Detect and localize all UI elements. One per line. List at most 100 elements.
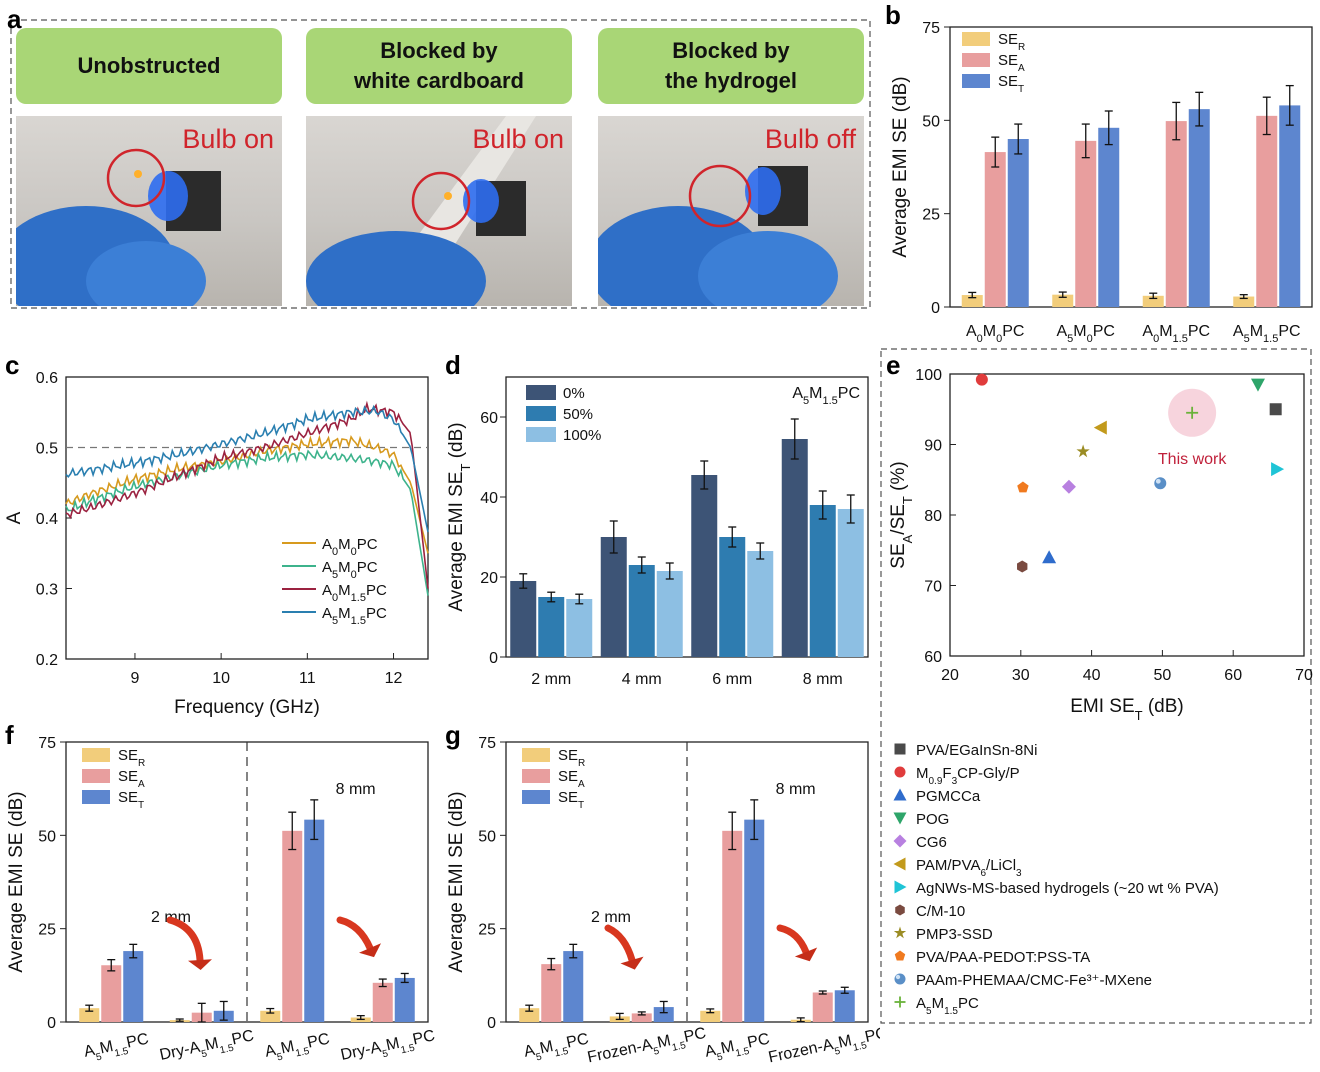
decrease-arrow-head (620, 956, 644, 970)
marker-star (1076, 444, 1090, 458)
bar-se-r (961, 295, 983, 307)
y-tick-label: 0 (931, 300, 940, 317)
y-tick-label: 50 (478, 828, 496, 845)
photo-image: Bulb on (16, 116, 282, 306)
photo-heading: Unobstructed (16, 28, 282, 104)
y-axis-title: A (4, 511, 25, 524)
panel-a-frame: a (7, 4, 871, 309)
x-tick-label: A0M0PC (966, 323, 1024, 345)
x-tick-label: Frozen-A5M1.5PC (586, 1025, 709, 1071)
x-tick-label: 9 (130, 670, 139, 687)
series-line (65, 400, 429, 589)
bar-se-a (631, 1013, 652, 1022)
chart-c: c 0.2 0.3 0.4 0.5 0.6 9 10 11 12 A0M0PCA5M0PCA0M1.… (4, 350, 429, 718)
legend-label: SEA (118, 768, 145, 790)
legend-label: POG (916, 811, 949, 828)
bar-100pct (747, 551, 774, 657)
bar-se-r (519, 1008, 540, 1022)
bar-se-r (1233, 296, 1255, 307)
legend-label: PGMCCa (916, 788, 981, 805)
bar-se-r (700, 1010, 721, 1022)
y-tick-label: 0.3 (36, 582, 58, 599)
marker-sphere (1154, 477, 1167, 490)
x-tick-label: 10 (212, 670, 230, 687)
marker-circle (894, 766, 906, 778)
panel-label-c: c (5, 350, 19, 380)
y-tick-label: 60 (924, 649, 942, 666)
marker-triangle-right (1271, 462, 1285, 477)
marker-star (893, 926, 907, 939)
bar-se-t (123, 951, 144, 1022)
legend-label: PVA/PAA-PEDOT:PSS-TA (916, 949, 1090, 966)
y-axis-title: Average EMI SE (dB) (446, 791, 467, 972)
chart-d: d 0 20 40 60 0% 50% 100% 2 mm 4 mm 6 mm 8 mm A5M1.5P… (445, 350, 869, 688)
bar-0pct (691, 475, 718, 657)
photo-image: Bulb on (306, 116, 572, 306)
x-tick-label: 8 mm (803, 671, 843, 688)
marker-diamond (893, 834, 907, 848)
legend-label: SEA (558, 768, 585, 790)
photo-image: Bulb off (598, 116, 864, 306)
series-line (65, 434, 429, 554)
legend-label: SER (558, 747, 585, 769)
legend-swatch (82, 769, 110, 783)
y-tick-label: 0.5 (36, 441, 58, 458)
bar-100pct (656, 571, 683, 657)
bar-se-a (101, 965, 122, 1022)
plot-frame (949, 26, 1313, 308)
panel-label-b: b (885, 0, 901, 30)
bar-0pct (781, 439, 808, 657)
photo-hydrogel: Blocked by the hydrogel Bulb off (598, 28, 864, 306)
bar-se-t (1188, 109, 1210, 307)
x-tick-label: A5M1.5PC (703, 1030, 772, 1065)
legend-swatch (522, 790, 550, 804)
legend-label: A5M1.5PC (322, 605, 387, 627)
legend-swatch (526, 385, 556, 400)
legend-label: 100% (563, 427, 601, 444)
marker-triangle-down (1250, 378, 1265, 392)
marker-hexagon (1017, 560, 1028, 573)
marker-triangle-left (1093, 420, 1107, 435)
photo-cardboard: Blocked by white cardboard Bulb on (306, 28, 572, 306)
marker-sphere-highlight (895, 974, 901, 980)
marker-triangle-down (893, 812, 907, 825)
x-tick-label: A5M1.5PC (263, 1030, 332, 1065)
group-label: 8 mm (336, 781, 376, 798)
y-tick-label: 0.4 (36, 511, 58, 528)
panel-label-a: a (7, 4, 22, 34)
legend-label: 0% (563, 385, 585, 402)
decrease-arrow-head (188, 959, 212, 970)
x-tick-label: A5M1.5PC (1233, 323, 1301, 345)
legend-swatch (82, 790, 110, 804)
bar-se-t (563, 951, 584, 1022)
legend-label: 50% (563, 406, 593, 423)
x-tick-label: Dry-A5M1.5PC (339, 1027, 437, 1068)
bar-se-a (1256, 115, 1278, 307)
legend-label: SER (118, 747, 145, 769)
x-tick-label: A5M1.5PC (82, 1030, 151, 1065)
x-tick-label: 12 (385, 670, 403, 687)
bar-se-r (1142, 295, 1164, 307)
decrease-arrow-head (794, 947, 818, 962)
legend-label: A0M0PC (322, 536, 378, 558)
bar-se-t (744, 819, 765, 1022)
panel-label-e: e (886, 350, 900, 380)
y-axis-title: Average EMI SET (dB) (446, 422, 473, 611)
bar-se-t (394, 977, 415, 1022)
marker-sphere-highlight (1155, 478, 1161, 484)
x-tick-label: 40 (1083, 667, 1101, 684)
legend-label: SET (558, 789, 584, 811)
x-tick-label: Dry-A5M1.5PC (158, 1027, 256, 1068)
legend-label: A5M1.5PC (916, 995, 979, 1017)
x-tick-label: A5M0PC (1057, 323, 1115, 345)
y-tick-label: 40 (480, 490, 498, 507)
bar-100pct (566, 599, 593, 657)
y-tick-label: 25 (38, 922, 56, 939)
bar-se-a (812, 992, 833, 1022)
this-work-label: This work (1158, 451, 1227, 468)
photo-status-text: Bulb off (764, 124, 856, 154)
y-tick-label: 25 (922, 207, 940, 224)
y-axis-title: Average EMI SE (dB) (890, 76, 911, 257)
panel-label-d: d (445, 350, 461, 380)
